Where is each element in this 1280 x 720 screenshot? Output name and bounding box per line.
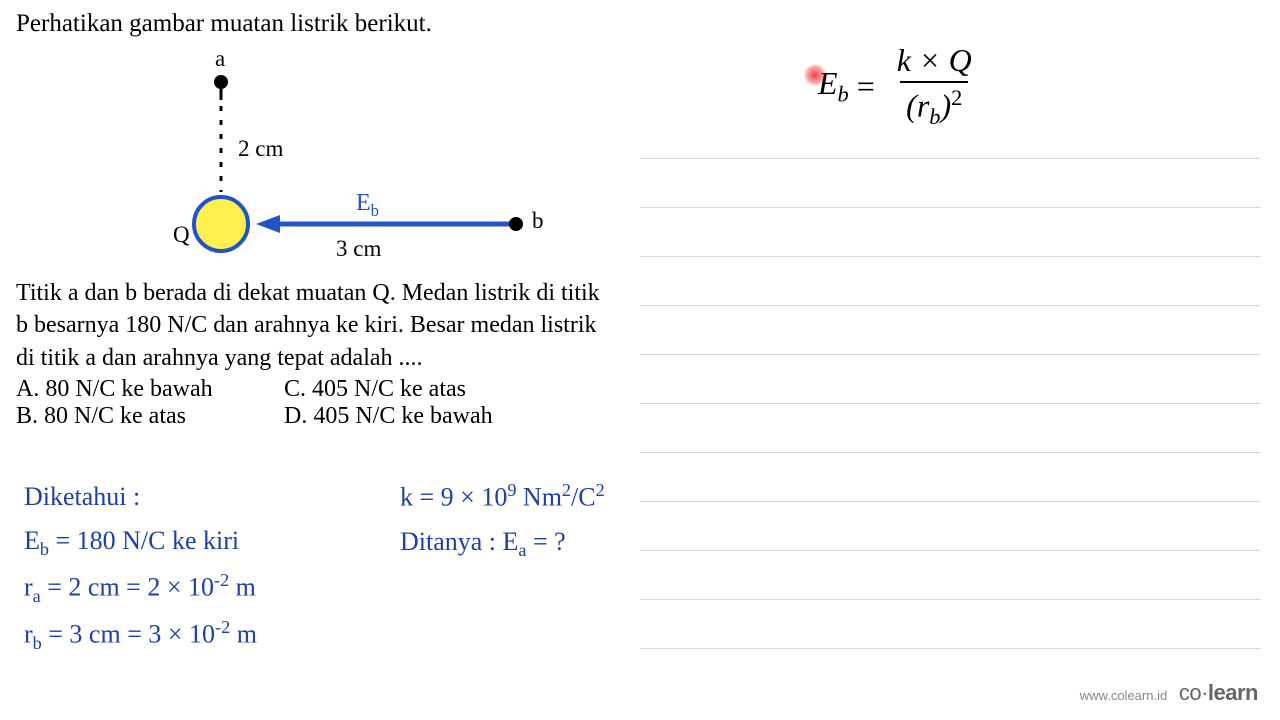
point-a-dot [214, 75, 228, 89]
option-d: D. 405 N/C ke bawah [284, 403, 493, 430]
option-b: B. 80 N/C ke atas [16, 403, 284, 430]
question-title: Perhatikan gambar muatan listrik berikut… [16, 10, 616, 38]
brand-logo: co·learn [1179, 680, 1258, 705]
formula-eb: Eb = k × Q (rb)2 [818, 42, 978, 130]
diagram-svg [16, 44, 566, 269]
formula-fraction: k × Q (rb)2 [891, 42, 978, 130]
option-c: C. 405 N/C ke atas [284, 376, 493, 403]
charge-circle [194, 197, 248, 251]
ruled-background [640, 110, 1260, 649]
option-a: A. 80 N/C ke bawah [16, 376, 284, 403]
point-b-dot [509, 217, 523, 231]
cursor-highlight-icon [804, 64, 826, 86]
watermark: www.colearn.id co·learn [1080, 680, 1258, 706]
label-b: b [532, 208, 544, 234]
answer-options: A. 80 N/C ke bawah B. 80 N/C ke atas C. … [16, 376, 616, 430]
label-3cm: 3 cm [336, 236, 381, 262]
label-Eb: Eb [356, 190, 379, 221]
label-Q: Q [173, 222, 190, 248]
label-2cm: 2 cm [238, 136, 283, 162]
work-k: k = 9 × 109 Nm2/C2 [400, 475, 605, 520]
eb-arrow-head [256, 215, 280, 233]
work-ditanya: Ditanya : Ea = ? [400, 520, 605, 566]
physics-diagram: a 2 cm Q Eb b 3 cm [16, 44, 566, 269]
watermark-url: www.colearn.id [1080, 688, 1167, 703]
question-body: Titik a dan b berada di dekat muatan Q. … [16, 277, 616, 374]
question-block: Perhatikan gambar muatan listrik berikut… [16, 10, 616, 430]
worked-solution: Diketahui : Eb = 180 N/C ke kiri ra = 2 … [24, 475, 634, 659]
work-rb: rb = 3 cm = 3 × 10-2 m [24, 612, 634, 659]
work-ra: ra = 2 cm = 2 × 10-2 m [24, 565, 634, 612]
label-a: a [215, 46, 225, 72]
